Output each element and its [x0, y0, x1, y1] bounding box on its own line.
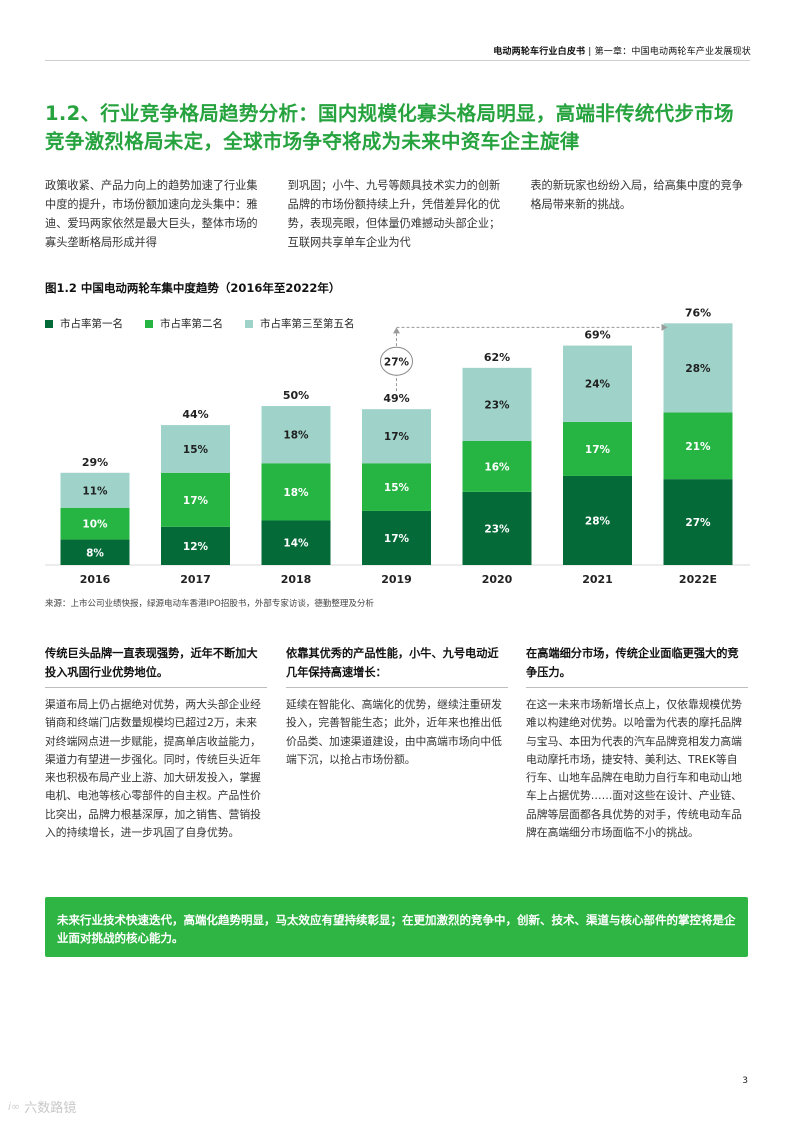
column-body-2: 延续在智能化、高端化的优势，继续注重研发投入，完善智能生态；此外，近年来也推出低…	[286, 698, 502, 766]
bar-segment-2018-series-3	[261, 406, 331, 464]
total-label-2020: 62%	[484, 351, 510, 364]
column-heading-3: 在高端细分市场，传统企业面临更强大的竞争压力。	[526, 644, 748, 688]
bar-segment-2017-series-1	[161, 526, 230, 565]
header-rule	[45, 60, 750, 61]
category-label-2016: 2016	[80, 573, 111, 586]
annotation-arrow-right-icon	[661, 323, 668, 331]
bar-segment-2016-series-1	[60, 539, 130, 565]
bar-segment-2020-series-1	[462, 491, 532, 565]
segment-label-2020-series-1: 23%	[484, 523, 510, 535]
segment-label-2018-series-3: 18%	[283, 430, 309, 442]
total-label-2021: 69%	[584, 329, 610, 342]
legend-label-first: 市占率第一名	[60, 318, 123, 330]
legend-item-second: 市占率第二名	[145, 316, 223, 331]
segment-label-2020-series-2: 16%	[484, 461, 510, 473]
category-label-2020: 2020	[482, 573, 513, 586]
legend-item-third: 市占率第三至第五名	[245, 316, 355, 331]
annotation-label: 27%	[384, 356, 410, 368]
concentration-bar-chart: 8% 10% 11% 29% 2016 12% 17% 15% 44% 2017 14% 18% 18%…	[45, 306, 750, 586]
bar-segment-2020-series-3	[462, 367, 532, 441]
segment-label-2022E-series-3: 28%	[685, 363, 711, 375]
segment-label-2019-series-2: 15%	[384, 482, 410, 494]
legend-item-first: 市占率第一名	[45, 316, 123, 331]
segment-label-2016-series-3: 11%	[82, 485, 108, 497]
bar-segment-2021-series-1	[563, 475, 632, 565]
column-traditional-brands: 传统巨头品牌一直表现强势，近年不断加大投入巩固行业优势地位。 渠道布局上仍占据绝…	[45, 644, 267, 842]
key-takeaway-callout: 未来行业技术快速迭代，高端化趋势明显，马太效应有望持续彰显；在更加激烈的竞争中，…	[45, 897, 748, 957]
column-body-3: 在这一未来市场新增长点上，仅依靠规模优势难以构建绝对优势。以哈雷为代表的摩托品牌…	[526, 698, 742, 840]
segment-label-2019-series-3: 17%	[384, 431, 410, 443]
legend-label-third: 市占率第三至第五名	[260, 318, 355, 330]
bar-segment-2022E-series-3	[663, 323, 733, 413]
watermark-text: 六数路镜	[24, 1101, 77, 1116]
page-number: 3	[742, 1076, 748, 1086]
segment-label-2021-series-1: 28%	[585, 515, 611, 527]
bar-segment-2019-series-2	[362, 463, 431, 511]
bar-segment-2022E-series-1	[663, 479, 733, 565]
bar-segment-2016-series-2	[60, 507, 130, 540]
bar-segment-2022E-series-2	[663, 412, 733, 480]
annotation-arrow-up-icon	[393, 327, 400, 334]
column-body-1: 渠道布局上仍占据绝对优势，两大头部企业经销商和终端门店数量规模均已超过2万，未来…	[45, 698, 261, 840]
category-label-2022E: 2022E	[679, 573, 717, 586]
segment-label-2018-series-2: 18%	[283, 487, 309, 499]
bar-segment-2018-series-2	[261, 463, 331, 521]
section-title: 1.2、行业竞争格局趋势分析：国内规模化寡头格局明显，高端非传统代步市场竞争激烈…	[45, 102, 734, 153]
column-heading-1: 传统巨头品牌一直表现强势，近年不断加大投入巩固行业优势地位。	[45, 644, 267, 688]
segment-label-2017-series-1: 12%	[183, 541, 209, 553]
column-heading-2: 依靠其优秀的产品性能，小牛、九号电动近几年保持高速增长：	[286, 644, 508, 688]
intro-column-1: 政策收紧、产品力向上的趋势加速了行业集中度的提升，市场份额加速向龙头集中：雅迪、…	[45, 179, 258, 249]
bar-segment-2019-series-3	[362, 409, 431, 464]
header-separator: |	[588, 47, 592, 57]
bar-segment-2016-series-3	[60, 472, 130, 508]
intro-column-3: 表的新玩家也纷纷入局，给高集中度的竞争格局带来新的挑战。	[530, 179, 743, 211]
segment-label-2016-series-1: 8%	[86, 547, 104, 559]
total-label-2022E: 76%	[685, 306, 711, 319]
bar-segment-2021-series-3	[563, 345, 632, 422]
intro-column-2: 到巩固；小牛、九号等颇具技术实力的创新品牌的市场份额持续上升，凭借差异化的优势，…	[287, 179, 501, 249]
total-label-2016: 29%	[82, 456, 108, 469]
column-innovative-brands: 依靠其优秀的产品性能，小牛、九号电动近几年保持高速增长： 延续在智能化、高端化的…	[286, 644, 508, 769]
segment-label-2018-series-1: 14%	[283, 538, 309, 550]
figure-title: 图1.2 中国电动两轮车集中度趋势（2016年至2022年）	[45, 281, 341, 295]
chart-source: 来源：上市公司业绩快报，绿源电动车香港IPO招股书，外部专家访谈，德勤整理及分析	[45, 599, 374, 609]
segment-label-2022E-series-2: 21%	[685, 441, 711, 453]
intro-text: 政策收紧、产品力向上的趋势加速了行业集中度的提升，市场份额加速向龙头集中：雅迪、…	[45, 176, 750, 252]
category-label-2021: 2021	[582, 573, 613, 586]
segment-label-2022E-series-1: 27%	[685, 517, 711, 529]
legend-swatch-first	[45, 319, 53, 328]
segment-label-2017-series-3: 15%	[183, 444, 209, 456]
bar-segment-2020-series-2	[462, 440, 532, 492]
segment-label-2017-series-2: 17%	[183, 495, 209, 507]
watermark-logo-icon: i∞	[8, 1100, 21, 1113]
category-label-2018: 2018	[281, 573, 312, 586]
segment-label-2021-series-3: 24%	[585, 379, 611, 391]
doc-title: 电动两轮车行业白皮书	[493, 47, 586, 57]
segment-label-2020-series-3: 23%	[484, 399, 510, 411]
total-label-2017: 44%	[182, 408, 208, 421]
total-label-2018: 50%	[283, 389, 309, 402]
column-high-end-market: 在高端细分市场，传统企业面临更强大的竞争压力。 在这一未来市场新增长点上，仅依靠…	[526, 644, 748, 842]
chapter-title: 第一章：中国电动两轮车产业发展现状	[594, 47, 751, 57]
running-header: 电动两轮车行业白皮书 | 第一章：中国电动两轮车产业发展现状	[493, 44, 751, 57]
bar-segment-2017-series-2	[161, 472, 230, 527]
annotation-bubble	[380, 346, 413, 376]
legend-swatch-second	[145, 319, 153, 328]
bar-segment-2017-series-3	[161, 425, 230, 473]
legend-swatch-third	[245, 319, 253, 328]
total-label-2019: 49%	[383, 392, 409, 405]
category-label-2019: 2019	[381, 573, 412, 586]
legend-label-second: 市占率第二名	[160, 318, 223, 330]
segment-label-2016-series-2: 10%	[82, 519, 108, 531]
segment-label-2019-series-1: 17%	[384, 533, 410, 545]
watermark: i∞ 六数路镜	[8, 1097, 76, 1116]
bar-segment-2021-series-2	[563, 421, 632, 476]
chart-legend: 市占率第一名 市占率第二名 市占率第三至第五名	[45, 316, 355, 331]
segment-label-2021-series-2: 17%	[585, 444, 611, 456]
callout-text: 未来行业技术快速迭代，高端化趋势明显，马太效应有望持续彰显；在更加激烈的竞争中，…	[57, 913, 736, 945]
bar-segment-2018-series-1	[261, 520, 331, 565]
bar-segment-2019-series-1	[362, 510, 431, 565]
category-label-2017: 2017	[180, 573, 211, 586]
